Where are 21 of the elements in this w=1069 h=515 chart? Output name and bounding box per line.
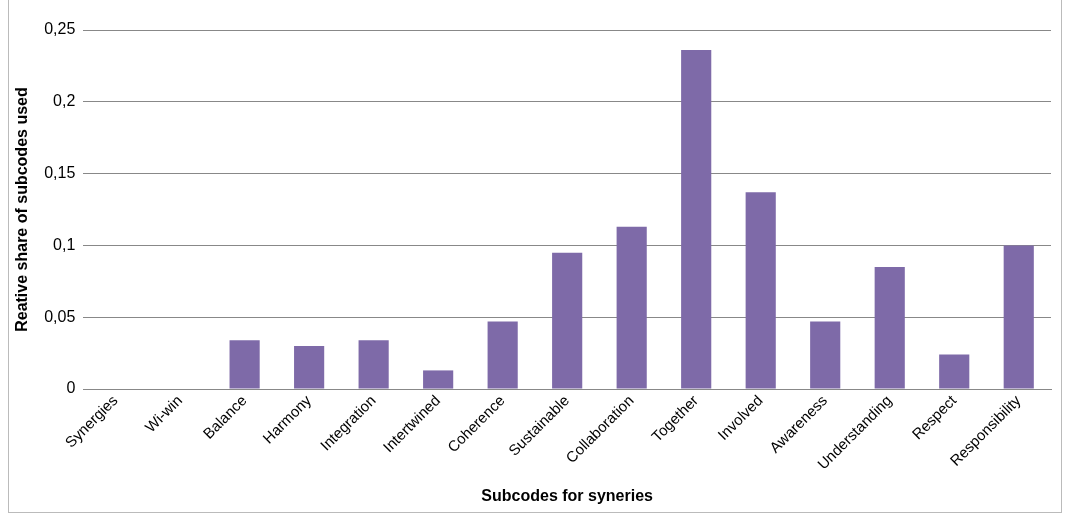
bar [616,226,647,389]
bar [874,266,905,389]
y-tick-label: 0,15 [44,164,76,182]
bar [681,50,712,389]
bar [487,321,518,389]
bar [939,354,970,389]
bar [810,321,841,389]
bar [358,340,389,389]
bar [294,345,325,389]
bar [1003,245,1034,389]
bar [745,192,776,389]
bar [229,340,260,389]
x-axis-title: Subcodes for syneries [481,486,654,504]
y-tick-label: 0,1 [53,235,76,253]
y-tick-label: 0 [66,379,76,397]
y-tick-label: 0,25 [44,20,76,38]
y-axis-title: Reative share of subcodes used [13,87,31,332]
bar [552,252,583,389]
y-tick-label: 0,05 [44,307,76,325]
y-tick-label: 0,2 [53,92,76,110]
bar [423,370,454,389]
